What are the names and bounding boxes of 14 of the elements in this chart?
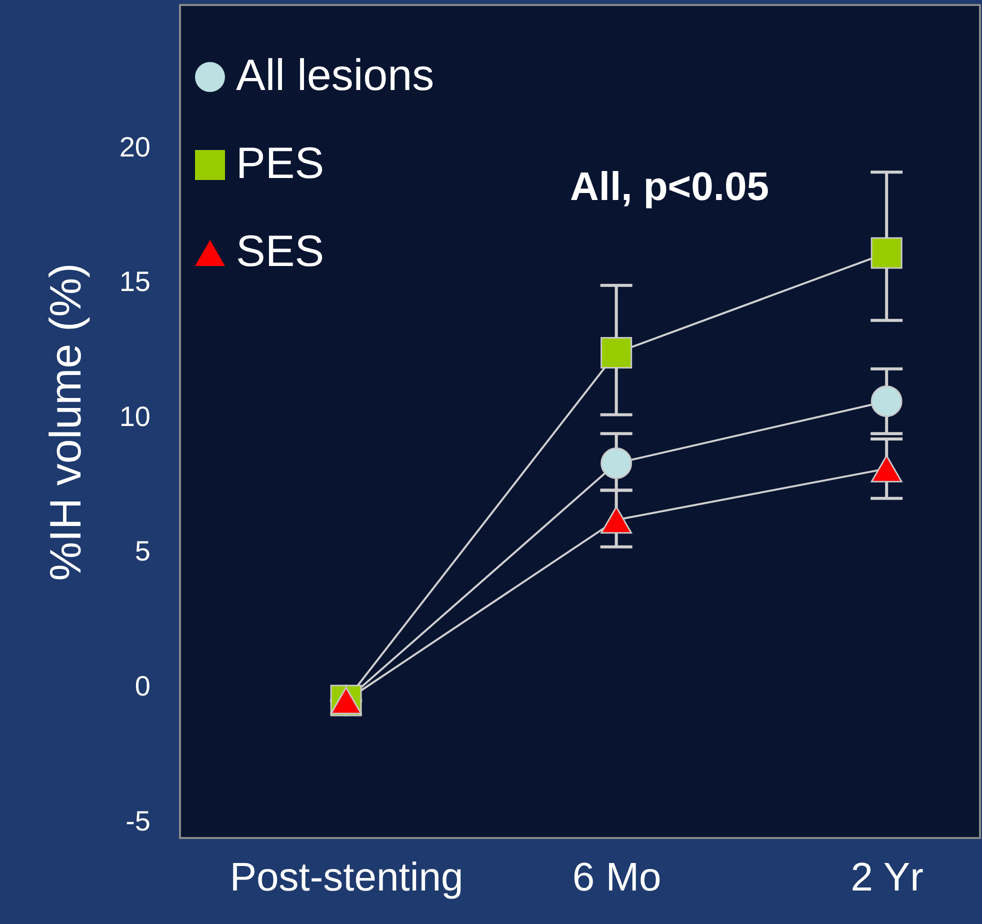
- y-axis-title: %IH volume (%): [41, 263, 90, 581]
- legend-label: PES: [236, 139, 324, 188]
- x-tick-label: 2 Yr: [850, 856, 924, 900]
- y-tick-label: -5: [126, 805, 150, 836]
- y-tick-label: 0: [134, 670, 150, 702]
- legend-label: All lesions: [236, 51, 434, 100]
- y-tick-label: 5: [134, 536, 150, 567]
- legend-label: SES: [236, 227, 324, 276]
- annotation: All, p<0.05: [570, 165, 769, 209]
- x-tick-label: 6 Mo: [572, 856, 662, 900]
- x-tick-label: Post-stenting: [230, 856, 464, 900]
- y-tick-label: 20: [119, 131, 150, 162]
- y-tick-label: 10: [119, 400, 150, 432]
- y-tick-label: 15: [119, 266, 150, 298]
